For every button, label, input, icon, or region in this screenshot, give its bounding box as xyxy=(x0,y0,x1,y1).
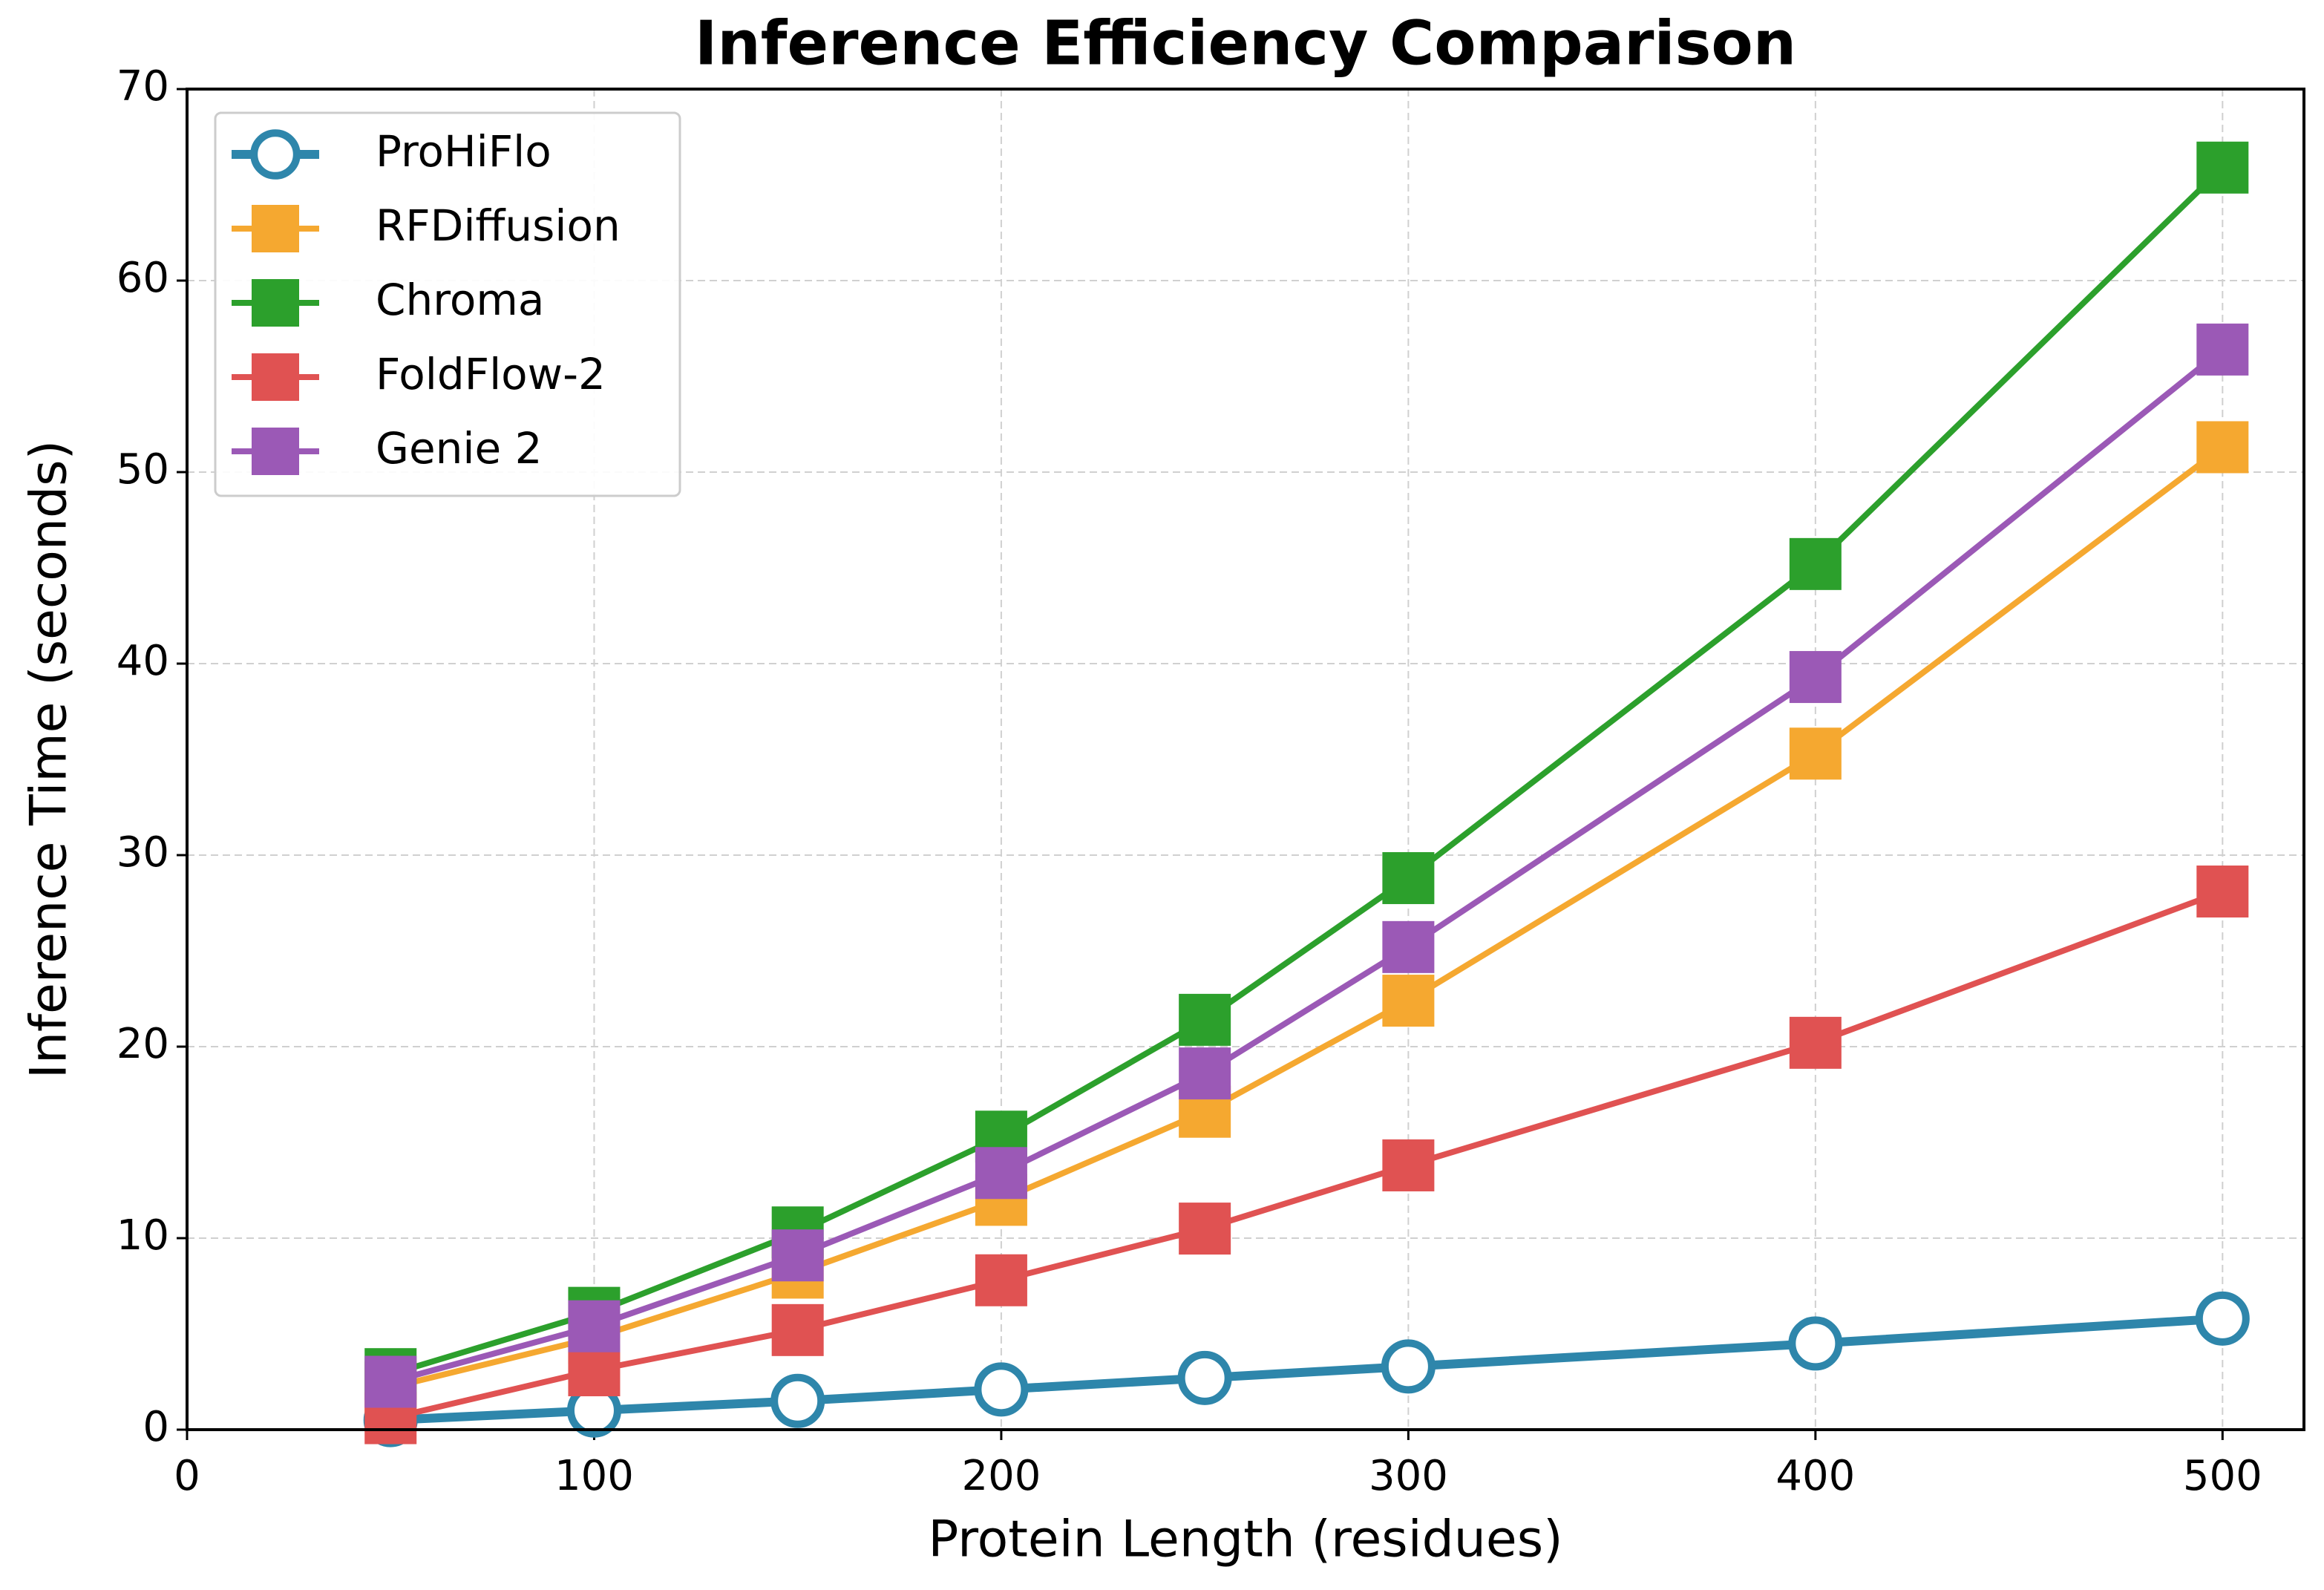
legend-marker xyxy=(252,279,299,327)
x-tick-label: 0 xyxy=(174,1452,200,1500)
marker xyxy=(1789,537,1842,590)
marker xyxy=(1789,651,1842,704)
marker xyxy=(1382,920,1435,973)
marker xyxy=(1382,851,1435,904)
marker xyxy=(1179,993,1231,1046)
series-line xyxy=(390,889,2224,1421)
y-tick-label: 10 xyxy=(117,1211,169,1260)
marker xyxy=(2196,421,2249,474)
marker xyxy=(1788,1316,1843,1371)
y-tick-label: 70 xyxy=(117,62,169,111)
marker xyxy=(2196,141,2249,194)
series-line xyxy=(390,445,2225,1391)
x-tick-label: 100 xyxy=(554,1452,634,1500)
y-tick-label: 0 xyxy=(143,1403,169,1451)
marker xyxy=(1381,1339,1436,1394)
marker xyxy=(1789,1016,1842,1069)
y-tick-label: 30 xyxy=(117,828,169,877)
y-tick-label: 50 xyxy=(117,445,169,494)
legend-label: FoldFlow-2 xyxy=(376,349,606,399)
x-axis-label: Protein Length (residues) xyxy=(928,1511,1562,1569)
legend-label: ProHiFlo xyxy=(376,126,551,177)
marker xyxy=(568,1344,621,1397)
marker xyxy=(771,1303,824,1356)
series-line xyxy=(390,347,2225,1385)
marker xyxy=(364,1355,417,1408)
legend-marker xyxy=(252,205,299,252)
y-tick-label: 40 xyxy=(117,637,169,685)
x-tick-label: 400 xyxy=(1775,1452,1855,1500)
marker xyxy=(2196,323,2249,376)
marker xyxy=(2196,866,2249,918)
marker xyxy=(1179,1203,1231,1255)
marker xyxy=(2195,1291,2250,1346)
marker xyxy=(1789,727,1842,780)
legend-label: RFDiffusion xyxy=(376,200,621,251)
y-tick-label: 20 xyxy=(117,1020,169,1068)
marker xyxy=(770,1373,825,1428)
legend-label: Chroma xyxy=(376,275,544,325)
marker xyxy=(974,1362,1029,1417)
legend-marker xyxy=(252,428,299,475)
x-tick-label: 500 xyxy=(2183,1452,2262,1500)
x-tick-label: 300 xyxy=(1369,1452,1448,1500)
y-tick-label: 60 xyxy=(117,254,169,302)
x-tick-label: 200 xyxy=(961,1452,1041,1500)
series-line xyxy=(390,1314,2223,1425)
marker xyxy=(1177,1350,1232,1405)
series-line xyxy=(390,165,2225,1378)
marker xyxy=(1382,1139,1435,1191)
legend-marker xyxy=(250,129,301,180)
marker xyxy=(975,1254,1027,1306)
plot-frame xyxy=(186,88,2305,1431)
marker xyxy=(975,1147,1027,1200)
y-axis-label: Inference Time (seconds) xyxy=(20,440,79,1079)
legend-label: Genie 2 xyxy=(376,423,543,474)
marker xyxy=(1179,1047,1231,1100)
marker xyxy=(771,1229,824,1282)
legend-marker xyxy=(252,353,299,401)
chart-title: Inference Efficiency Comparison xyxy=(695,8,1796,79)
legend-box xyxy=(214,111,681,497)
marker xyxy=(568,1300,621,1352)
marker xyxy=(1382,975,1435,1027)
